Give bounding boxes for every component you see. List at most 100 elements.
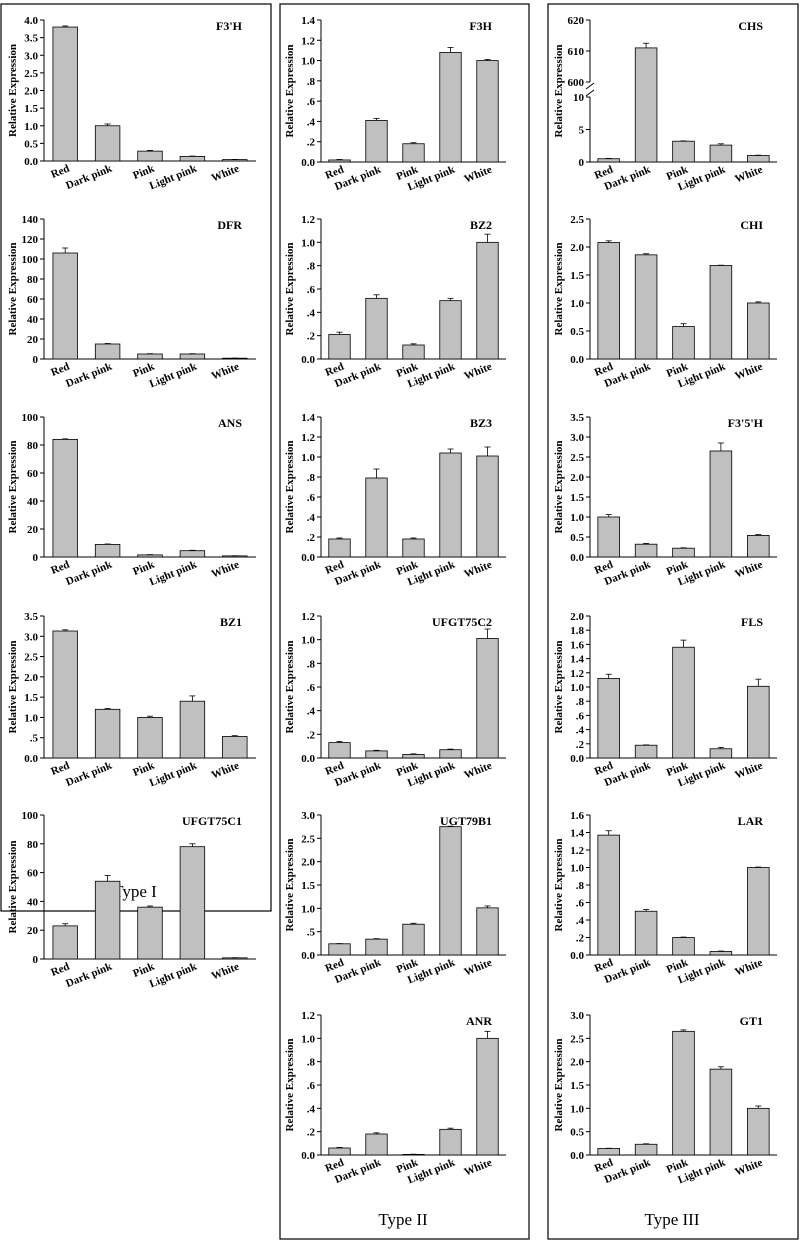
bar-dark-pink [365, 938, 388, 956]
y-tick-label: .5 [307, 927, 316, 939]
bar-pink [672, 937, 695, 956]
bar-pink [402, 143, 425, 163]
y-tick-label: .8 [576, 696, 585, 708]
y-axis-label: Relative Expression [284, 45, 296, 138]
y-tick-label: 2.0 [24, 672, 38, 684]
chart-bz1: Relative Expression BZ1 0.0 .5 1.0 1.5 2.0 2.5 3… [7, 611, 256, 789]
bar-red [328, 1147, 351, 1156]
bar-red [52, 925, 78, 960]
bar-pink [402, 538, 425, 558]
y-tick-label: 0.0 [570, 552, 584, 564]
bar-pink [402, 754, 425, 759]
chart-anr: Relative ExpressionANR0.0.2.4.6.81.01.2R… [284, 1010, 506, 1186]
y-tick-label: 0.0 [570, 354, 584, 366]
group-label-type-i: Type I [113, 882, 157, 901]
y-tick-label: 2.5 [570, 214, 584, 226]
y-tick-label: 1.4 [570, 828, 584, 840]
y-tick-label: 80 [27, 440, 39, 452]
chart-title: LAR [738, 814, 764, 828]
chart-lar: Relative Expression LAR 0.0 .2 .4 .6 .8 1.0 1.2 1… [553, 810, 777, 986]
bar-red [52, 26, 78, 162]
chart-title: CHS [738, 19, 763, 33]
y-tick-label: 20 [27, 925, 39, 937]
bar-white [476, 638, 499, 759]
y-tick-label: 2.0 [24, 86, 38, 98]
y-tick-label: .6 [307, 682, 316, 694]
bar-red [328, 538, 351, 558]
y-tick-label: 1.6 [570, 639, 584, 651]
y-axis-label: Relative Expression [284, 1039, 296, 1132]
y-tick-label: 0.5 [570, 1127, 584, 1139]
y-tick-label: 1.8 [570, 625, 584, 637]
y-tick-label: 0.0 [24, 156, 38, 168]
y-tick-label: .2 [307, 137, 316, 149]
x-tick-label: White [733, 164, 764, 186]
y-tick-label: 1.0 [570, 512, 584, 524]
y-tick-label: 1.2 [301, 611, 315, 623]
y-tick-label: .4 [307, 512, 316, 524]
bar-dark-pink [634, 254, 658, 360]
chart-title: ANR [466, 1014, 492, 1028]
bar-white [747, 685, 770, 759]
bar-dark-pink [365, 477, 388, 558]
type-i-frame [0, 3, 272, 912]
chart-title: FLS [741, 615, 763, 629]
y-tick-label: 1.6 [570, 810, 584, 822]
chart-title: UFGT75C2 [432, 615, 492, 629]
y-axis-label: Relative Expression [553, 45, 565, 138]
bar-dark-pink [634, 910, 658, 956]
y-tick-label: 1.2 [570, 845, 584, 857]
y-tick-label: 2.5 [570, 452, 584, 464]
bar-red [52, 252, 78, 360]
y-tick-label: .4 [576, 725, 585, 737]
x-tick-label: Red [49, 760, 71, 778]
bar-white [476, 907, 499, 956]
y-tick-label: 20 [27, 524, 39, 536]
y-tick-label: 0 [579, 157, 585, 169]
axis-break-mark [585, 89, 595, 97]
bar-light-pink [439, 300, 462, 360]
y-tick-label: 610 [568, 46, 585, 58]
bar-pink [672, 547, 695, 558]
chart-title: F3'5'H [728, 416, 764, 430]
y-tick-label: .8 [307, 261, 316, 273]
bar-red [597, 158, 620, 163]
chart-title: BZ3 [470, 416, 492, 430]
y-tick-label: 1.5 [570, 1080, 584, 1092]
y-tick-label: .8 [307, 1057, 316, 1069]
y-tick-label: 1.2 [301, 1010, 315, 1022]
y-tick-label: 1.0 [570, 298, 584, 310]
bar-pink [137, 150, 163, 162]
bar-white [747, 535, 770, 558]
y-tick-label: 40 [27, 496, 39, 508]
y-tick-label: 1.4 [301, 412, 315, 424]
y-tick-label: 0.0 [570, 1150, 584, 1162]
chart-chs: Relative ExpressionCHS0510600610620RedDa… [553, 15, 777, 193]
bar-pink [672, 326, 695, 360]
y-tick-label: 3.0 [570, 1010, 584, 1022]
bar-white [476, 455, 499, 558]
chart-f3-h: Relative Expression F3'H 0.0 0.5 1.0 1.5 2.0 2.… [7, 15, 256, 192]
chart-chi: Relative Expression CHI 0.0 0.5 1.0 1.5 2.0 2.5… [553, 214, 777, 390]
bar-red [328, 742, 351, 759]
y-tick-label: 3.5 [24, 33, 38, 45]
y-tick-label: 100 [22, 810, 39, 822]
bar-pink [672, 140, 695, 163]
y-tick-label: 1.4 [570, 654, 584, 666]
y-tick-label: 40 [27, 896, 39, 908]
y-tick-label: 80 [27, 839, 39, 851]
chart-bz2: Relative ExpressionBZ20.0.2.4.6.81.01.2R… [284, 214, 506, 390]
bar-red [597, 834, 620, 956]
bar-light-pink [709, 1068, 733, 1156]
bar-white [747, 155, 770, 163]
bar-pink [137, 353, 163, 360]
y-tick-label: 620 [568, 15, 585, 27]
bar-light-pink [179, 550, 206, 558]
bar-light-pink [439, 452, 462, 558]
chart-title: UFGT75C1 [182, 814, 242, 828]
x-tick-label: White [462, 957, 493, 979]
y-tick-label: .6 [576, 710, 585, 722]
bar-light-pink [709, 450, 733, 558]
bar-pink [137, 906, 163, 960]
